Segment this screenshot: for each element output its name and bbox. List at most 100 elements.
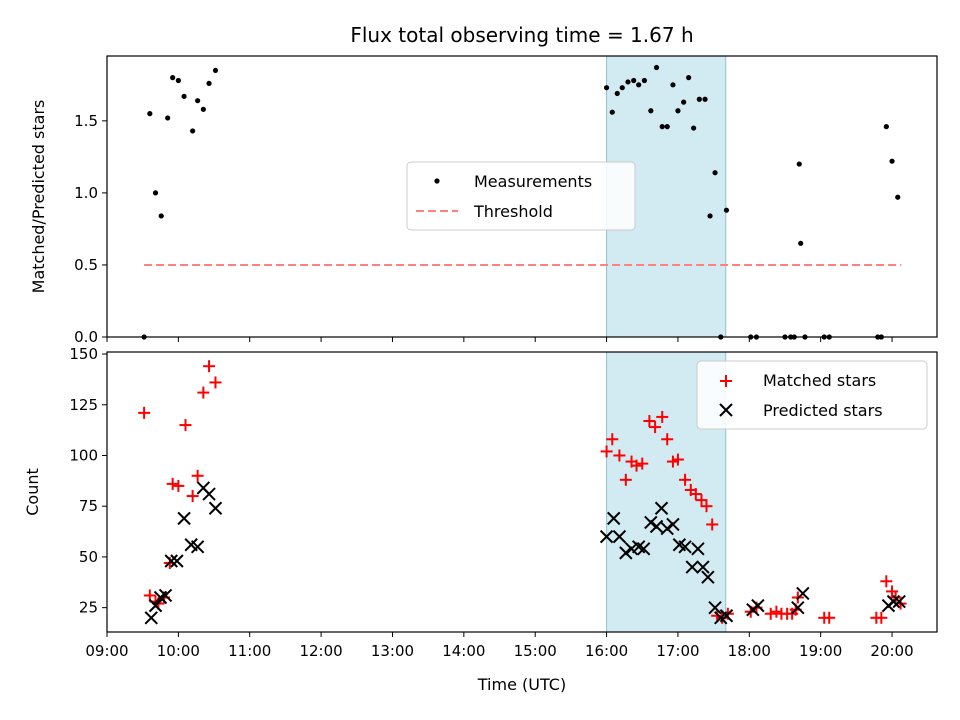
y-tick-label: 150 (69, 345, 98, 363)
measurement-point (681, 99, 687, 105)
predicted-point (144, 611, 158, 625)
predicted-point (164, 554, 178, 568)
predicted-point (202, 487, 216, 501)
matched-point (172, 479, 185, 492)
y-tick-label: 125 (69, 396, 98, 414)
measurement-point (686, 75, 692, 81)
y-tick-label: 100 (69, 446, 98, 464)
predicted-points (144, 481, 906, 625)
predicted-point (208, 501, 223, 515)
measurement-point (200, 106, 206, 112)
matched-point (600, 445, 613, 458)
matched-point (138, 406, 151, 419)
predicted-point (892, 594, 906, 609)
predicted-point (685, 560, 699, 574)
top-axis-ticks: 0.0 0.5 1.0 1.5 (74, 112, 893, 346)
x-tick-label: 20:00 (870, 642, 913, 660)
predicted-point (751, 598, 765, 613)
bottom-legend: Matched stars Predicted stars (696, 360, 928, 430)
matched-point (706, 518, 719, 531)
top-legend: Measurements Threshold (406, 161, 636, 231)
matched-point (613, 449, 626, 462)
x-tick-label: 09:00 (85, 642, 128, 660)
predicted-point (158, 588, 173, 603)
x-tick-label: 15:00 (514, 642, 557, 660)
predicted-point (886, 594, 901, 609)
measurement-point (175, 77, 181, 84)
measurement-point (696, 96, 702, 102)
measurement-point (190, 128, 196, 134)
measurement-point (712, 170, 718, 176)
measurement-points (141, 64, 901, 340)
matched-point (619, 473, 632, 486)
measurement-point (664, 124, 670, 130)
predicted-point (666, 517, 680, 532)
measurement-point (883, 124, 889, 130)
matched-point (695, 494, 708, 507)
predicted-point (148, 598, 163, 613)
predicted-point (606, 511, 621, 526)
measurement-point (723, 207, 730, 213)
matched-point (179, 419, 192, 432)
top-y-axis-label: Matched/Predicted stars (29, 100, 48, 294)
predicted-point (190, 540, 205, 554)
y-tick-label: 75 (79, 497, 98, 515)
predicted-point (678, 540, 692, 554)
measurement-point (158, 213, 164, 219)
top-panel: 0.0 0.5 1.0 1.5 Matched/Predicted stars Mea… (29, 55, 938, 346)
measurement-point (609, 109, 615, 115)
measurement-point (798, 240, 804, 246)
x-tick-label: 17:00 (656, 642, 699, 660)
y-tick-label: 0.0 (74, 328, 98, 346)
measurement-point (659, 124, 665, 130)
predicted-point (654, 501, 669, 515)
x-tick-label: 14:00 (442, 642, 485, 660)
measurement-point (206, 80, 212, 86)
matched-point (209, 376, 222, 389)
measurement-point (670, 82, 676, 88)
x-tick-label: 16:00 (585, 642, 628, 660)
measurement-point (641, 77, 647, 84)
predicted-point (636, 542, 651, 556)
predicted-point (649, 519, 664, 534)
matched-point (186, 490, 199, 503)
matched-point (875, 611, 888, 624)
matched-point (764, 607, 777, 620)
measurement-point (889, 158, 895, 164)
matched-point (197, 386, 210, 399)
predicted-point (719, 609, 734, 623)
predicted-point (791, 600, 805, 615)
matched-point (656, 410, 669, 423)
y-tick-label: 1.5 (74, 112, 98, 130)
x-tick-label: 13:00 (371, 642, 414, 660)
y-tick-label: 50 (79, 548, 98, 566)
measurement-point (181, 93, 187, 99)
predicted-point (691, 542, 705, 556)
measurement-point (653, 64, 660, 71)
measurement-point (614, 90, 620, 97)
bottom-axis-ticks: 25 50 75 100 125 150 09:00 10:00 11:00 12:00 13:00… (69, 345, 913, 660)
matched-point (606, 433, 619, 446)
measurement-point (675, 108, 681, 114)
measurement-point (625, 79, 631, 85)
legend-measurement-marker (434, 178, 440, 184)
measurement-point (212, 67, 219, 74)
bottom-panel: 25 50 75 100 125 150 09:00 10:00 11:00 12:00 13:00… (23, 345, 938, 694)
measurement-point (691, 125, 697, 131)
x-axis-label: Time (UTC) (477, 675, 566, 694)
measurement-point (147, 111, 153, 117)
matched-point (166, 477, 179, 490)
bottom-y-axis-label: Count (23, 468, 42, 516)
matched-point (191, 469, 204, 482)
matched-point (823, 611, 836, 624)
matched-point (643, 414, 656, 427)
predicted-point (701, 570, 715, 584)
matched-point (630, 459, 643, 472)
measurement-point (631, 77, 637, 84)
predicted-point (170, 554, 184, 568)
predicted-point (708, 600, 722, 615)
legend-predicted-marker (719, 403, 733, 417)
matched-point (661, 433, 674, 446)
y-tick-label: 1.0 (74, 184, 98, 202)
y-tick-label: 25 (79, 599, 98, 617)
